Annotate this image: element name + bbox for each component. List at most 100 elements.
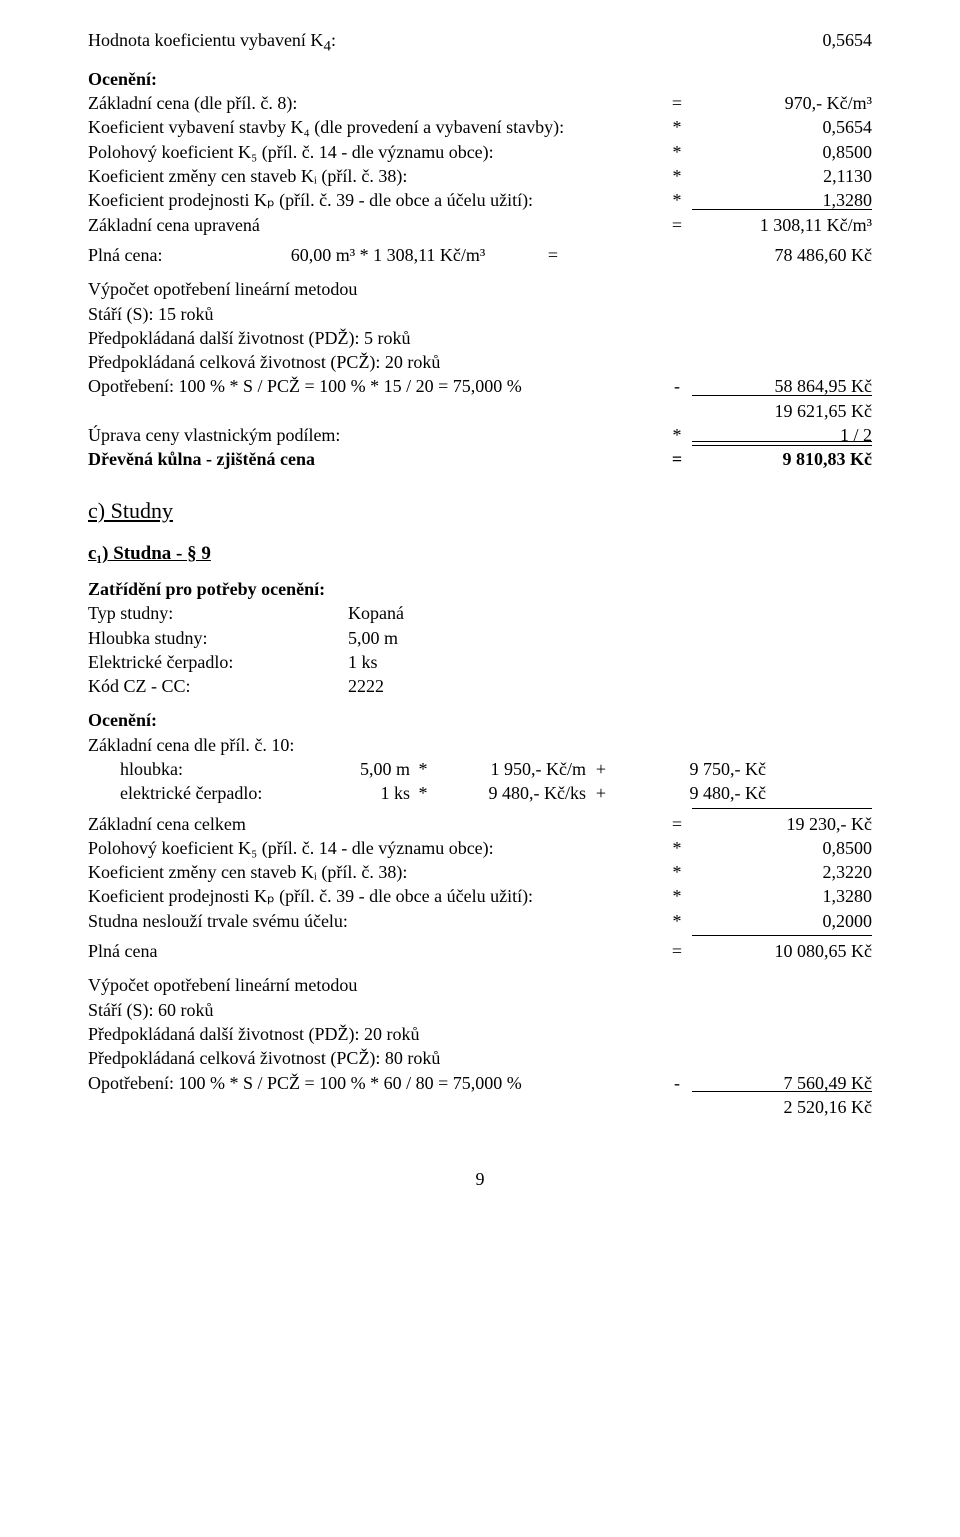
kv-3-v: 2222 [348, 674, 384, 698]
sub2-op2: + [586, 781, 616, 805]
row-fin: Dřevěná kůlna - zjištěná cena = 9 810,83… [88, 447, 872, 471]
row-ki: Koeficient změny cen staveb Kᵢ (příl. č.… [88, 164, 872, 188]
plna-m: 60,00 m³ * 1 308,11 Kč/m³ [258, 243, 518, 267]
sub2-lab: elektrické čerpadlo: [120, 781, 320, 805]
kv-1: Hloubka studny:5,00 m [88, 626, 872, 650]
s-row4-op: * [662, 884, 692, 908]
s-row4-l: Koeficient prodejnosti Kₚ (příl. č. 39 -… [88, 884, 662, 908]
row-zcu-op: = [662, 213, 692, 237]
s-row1-l: Základní cena celkem [88, 812, 662, 836]
coef-after: : [331, 30, 336, 50]
zatr-heading: Zatřídění pro potřeby ocenění: [88, 577, 872, 601]
s-plna-op: = [662, 939, 692, 963]
row-fin-op: = [662, 447, 692, 471]
sub1-op2: + [586, 757, 616, 781]
row-zc: Základní cena (dle příl. č. 8): = 970,- … [88, 91, 872, 115]
row-fin-v: 9 810,83 Kč [692, 447, 872, 471]
sub2-v: 9 480,- Kč [616, 781, 766, 805]
s-row3-l: Koeficient změny cen staveb Kᵢ (příl. č.… [88, 860, 662, 884]
s-opo-l: Opotřebení: 100 % * S / PCŽ = 100 % * 60… [88, 1071, 662, 1095]
row-k5: Polohový koeficient K₅ (příl. č. 14 - dl… [88, 140, 872, 164]
s-row5-v: 0,2000 [692, 909, 872, 933]
coef-label: Hodnota koeficientu vybavení K4: [88, 28, 692, 57]
kv-0: Typ studny:Kopaná [88, 601, 872, 625]
kv-3-k: Kód CZ - CC: [88, 674, 348, 698]
s-vyp: Výpočet opotřebení lineární metodou [88, 973, 872, 997]
row-zc-op: = [662, 91, 692, 115]
sub1-q: 5,00 m [320, 757, 410, 781]
s-row4-v: 1,3280 [692, 884, 872, 908]
sub2-q: 1 ks [320, 781, 410, 805]
row-opo-op: - [662, 374, 692, 398]
sub1-v: 9 750,- Kč [616, 757, 766, 781]
s-plna-l: Plná cena [88, 939, 662, 963]
row-zc-l: Základní cena (dle příl. č. 8): [88, 91, 662, 115]
row-k4-v: 0,5654 [692, 115, 872, 139]
kv-1-v: 5,00 m [348, 626, 398, 650]
coef-val: 0,5654 [692, 28, 872, 52]
row-upr-op: * [662, 423, 692, 447]
s-pcz: Předpokládaná celková životnost (PCŽ): 8… [88, 1046, 872, 1070]
s-stari: Stáří (S): 60 roků [88, 998, 872, 1022]
row-upr-l: Úprava ceny vlastnickým podílem: [88, 423, 662, 447]
section-c1-title: c₁) Studna - § 9 [88, 541, 872, 567]
coef-label-text: Hodnota koeficientu vybavení K [88, 30, 323, 50]
s-plna-v: 10 080,65 Kč [692, 939, 872, 963]
row-ki-op: * [662, 164, 692, 188]
kv-2-k: Elektrické čerpadlo: [88, 650, 348, 674]
s-sub-v: 2 520,16 Kč [692, 1095, 872, 1119]
row-sub-v: 19 621,65 Kč [692, 399, 872, 423]
sub1-lab: hloubka: [120, 757, 320, 781]
s-row4: Koeficient prodejnosti Kₚ (příl. č. 39 -… [88, 884, 872, 908]
sub2-rate: 9 480,- Kč/ks [436, 781, 586, 805]
plna-row: Plná cena: 60,00 m³ * 1 308,11 Kč/m³ = 7… [88, 243, 872, 267]
row-k5-v: 0,8500 [692, 140, 872, 164]
s-opo-op: - [662, 1071, 692, 1095]
sub1-op: * [410, 757, 436, 781]
kv-1-k: Hloubka studny: [88, 626, 348, 650]
sub2-op: * [410, 781, 436, 805]
coef-sub: 4 [323, 39, 331, 55]
row-k5-l: Polohový koeficient K₅ (příl. č. 14 - dl… [88, 140, 662, 164]
pcz: Předpokládaná celková životnost (PCŽ): 2… [88, 350, 872, 374]
kv-3: Kód CZ - CC:2222 [88, 674, 872, 698]
coef-row: Hodnota koeficientu vybavení K4: 0,5654 [88, 28, 872, 57]
stari: Stáří (S): 15 roků [88, 302, 872, 326]
row-fin-l: Dřevěná kůlna - zjištěná cena [88, 447, 662, 471]
s-row2-op: * [662, 836, 692, 860]
s-row2-v: 0,8500 [692, 836, 872, 860]
row-upr-v: 1 / 2 [692, 423, 872, 447]
s-pdz: Předpokládaná další životnost (PDŽ): 20 … [88, 1022, 872, 1046]
row-k4: Koeficient vybavení stavby K₄ (dle prove… [88, 115, 872, 139]
s-row1: Základní cena celkem = 19 230,- Kč [88, 812, 872, 836]
s-row2: Polohový koeficient K₅ (příl. č. 14 - dl… [88, 836, 872, 860]
oceneni2-heading: Ocenění: [88, 708, 872, 732]
sub1-rate: 1 950,- Kč/m [436, 757, 586, 781]
row-zcu: Základní cena upravená = 1 308,11 Kč/m³ [88, 213, 872, 237]
row-opo-l: Opotřebení: 100 % * S / PCŽ = 100 % * 15… [88, 374, 662, 398]
row-zc-v: 970,- Kč/m³ [692, 91, 872, 115]
s-row2-l: Polohový koeficient K₅ (příl. č. 14 - dl… [88, 836, 662, 860]
plna-l: Plná cena: [88, 243, 258, 267]
s-row5-op: * [662, 909, 692, 933]
s-row3: Koeficient změny cen staveb Kᵢ (příl. č.… [88, 860, 872, 884]
s-row3-op: * [662, 860, 692, 884]
s-row5: Studna neslouží trvale svému účelu: * 0,… [88, 909, 872, 933]
s-plna: Plná cena = 10 080,65 Kč [88, 939, 872, 963]
row-k5-op: * [662, 140, 692, 164]
plna-v: 78 486,60 Kč [558, 243, 872, 267]
s-row1-op: = [662, 812, 692, 836]
row-ki-v: 2,1130 [692, 164, 872, 188]
section-c-title: c) Studny [88, 496, 872, 526]
s-row3-v: 2,3220 [692, 860, 872, 884]
page-number: 9 [88, 1167, 872, 1191]
row-kp-op: * [662, 188, 692, 212]
row-ki-l: Koeficient změny cen staveb Kᵢ (příl. č.… [88, 164, 662, 188]
kv-2: Elektrické čerpadlo:1 ks [88, 650, 872, 674]
subrow-1: hloubka: 5,00 m * 1 950,- Kč/m + 9 750,-… [120, 757, 872, 781]
plna-op: = [518, 243, 558, 267]
zcena-line: Základní cena dle příl. č. 10: [88, 733, 872, 757]
s-sub: 2 520,16 Kč [88, 1095, 872, 1119]
row-upr: Úprava ceny vlastnickým podílem: * 1 / 2 [88, 423, 872, 447]
row-zcu-l: Základní cena upravená [88, 213, 662, 237]
